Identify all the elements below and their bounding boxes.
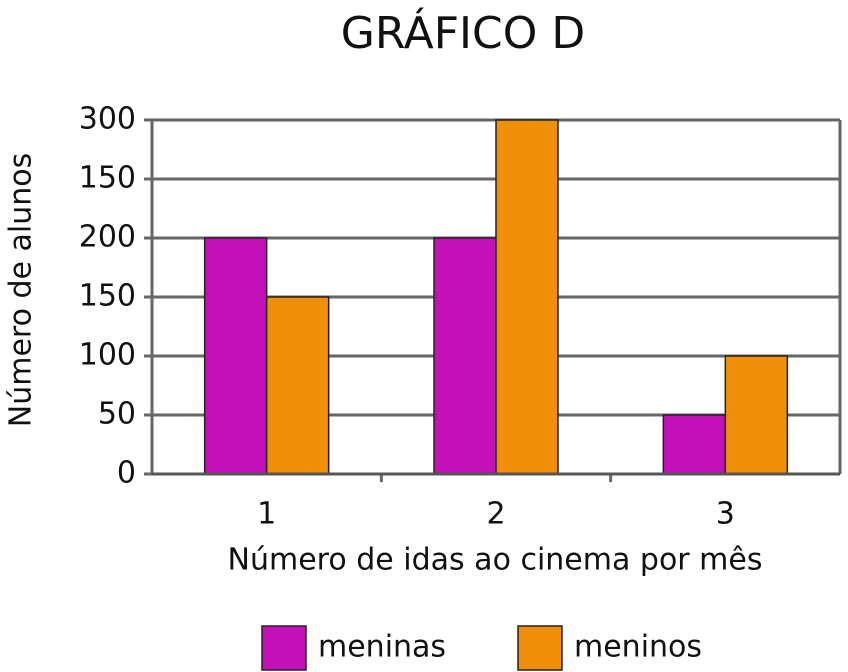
x-axis-label: Número de idas ao cinema por mês <box>228 543 763 578</box>
chart-title: GRÁFICO D <box>341 6 586 59</box>
legend-label: meninos <box>574 630 702 665</box>
y-tick-label: 0 <box>117 456 136 491</box>
x-tick-label: 3 <box>716 497 735 532</box>
y-axis-label: Número de alunos <box>4 153 39 427</box>
y-tick-label: 100 <box>79 338 136 373</box>
legend-label: meninas <box>318 630 446 665</box>
x-tick-label: 2 <box>486 497 505 532</box>
legend-swatch <box>261 625 307 671</box>
bar <box>203 237 268 475</box>
bar <box>495 119 559 475</box>
y-tick-label: 200 <box>79 220 136 255</box>
y-tick-label: 150 <box>79 161 136 196</box>
bar <box>662 414 727 475</box>
legend-swatch <box>517 625 563 671</box>
bar <box>724 355 789 475</box>
y-tick-label: 300 <box>79 102 136 137</box>
bar <box>265 296 330 475</box>
y-tick-label: 50 <box>98 397 136 432</box>
y-tick-label: 150 <box>79 279 136 314</box>
bar <box>433 237 497 475</box>
x-tick-label: 1 <box>257 497 276 532</box>
